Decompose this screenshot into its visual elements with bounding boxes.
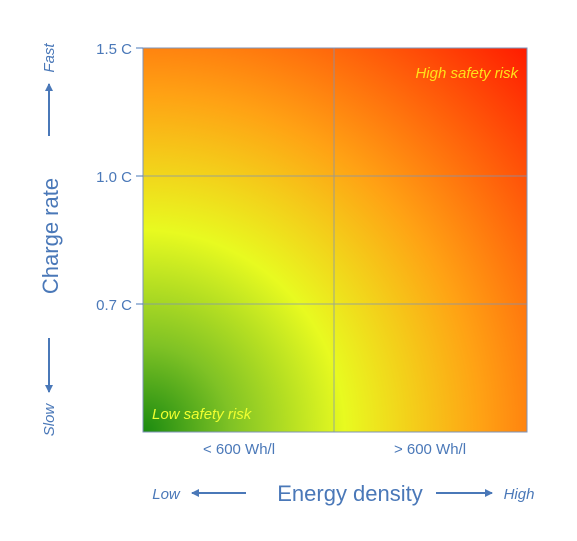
y-tick-label-1-0c: 1.0 C [96,169,132,186]
plot-border [142,47,528,433]
x-axis-title: Energy density [277,481,423,506]
x-category-low-density: < 600 Wh/l [203,441,275,458]
grid-lines [143,48,527,432]
y-tick-label-0-7c: 0.7 C [96,297,132,314]
low-safety-risk-label: Low safety risk [152,406,253,423]
y-tick-label-1-5c: 1.5 C [96,41,132,58]
x-category-high-density: > 600 Wh/l [394,441,466,458]
y-direction-low-label: Slow [41,403,58,437]
x-direction-low-label: Low [152,486,181,503]
heatmap-area [143,48,527,432]
y-axis-title: Charge rate [38,178,63,294]
y-direction-high-label: Fast [41,43,58,73]
high-safety-risk-label: High safety risk [415,65,519,82]
x-direction-high-label: High [504,486,535,503]
